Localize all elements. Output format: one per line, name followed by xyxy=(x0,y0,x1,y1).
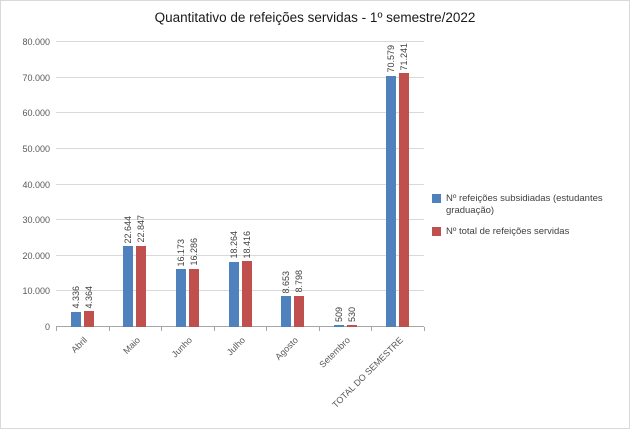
bar-value-label: 16.173 xyxy=(175,238,186,267)
y-axis-tick-label: 80.000 xyxy=(22,37,50,47)
y-axis-tick-label: 30.000 xyxy=(22,215,50,226)
x-axis-tick xyxy=(108,327,110,331)
bar-total xyxy=(399,73,410,327)
legend-label: Nº refeições subsidiadas (estudantes gra… xyxy=(446,193,603,216)
bar-value-label: 4.364 xyxy=(83,285,94,309)
x-axis-tick xyxy=(371,327,373,331)
bar-value-label: 8.798 xyxy=(294,270,305,293)
bar-subsidiadas xyxy=(228,261,239,327)
y-axis-tick-label: 40.000 xyxy=(22,179,50,190)
x-axis-line xyxy=(56,326,424,327)
bar-value-label: 70.579 xyxy=(386,45,397,73)
legend: Nº refeições subsidiadas (estudantes gra… xyxy=(432,193,624,247)
gridline xyxy=(56,147,424,149)
bar-subsidiadas xyxy=(333,325,344,327)
gridline xyxy=(56,290,424,292)
y-axis-tick-label: 10.000 xyxy=(22,286,50,297)
legend-swatch xyxy=(432,227,441,236)
bar-total xyxy=(294,295,305,327)
bar-total xyxy=(83,311,94,327)
bar-total xyxy=(136,245,147,327)
bar-value-label: 509 xyxy=(333,307,344,323)
x-axis-category-label: Agosto xyxy=(272,335,300,362)
y-axis-tick-label: 50.000 xyxy=(22,143,50,154)
bar-subsidiadas xyxy=(281,296,292,327)
y-axis-tick-label: 20.000 xyxy=(22,250,50,261)
x-axis-category-label: Junho xyxy=(170,335,195,360)
y-axis-tick-label: 0 xyxy=(44,322,50,332)
bar-value-label: 18.264 xyxy=(228,231,239,259)
gridline xyxy=(56,254,424,256)
legend-swatch xyxy=(432,194,441,203)
bar-value-label: 71.241 xyxy=(399,42,410,71)
x-axis-category-label: Maio xyxy=(121,335,142,356)
bar-total xyxy=(188,268,199,327)
bar-subsidiadas xyxy=(175,269,186,327)
gridline xyxy=(56,41,424,42)
bar-subsidiadas xyxy=(123,246,134,327)
legend-label: Nº total de refeições servidas xyxy=(446,226,570,237)
x-axis-category-label: Julho xyxy=(224,335,248,358)
bar-value-label: 22.847 xyxy=(136,215,147,243)
bar-subsidiadas xyxy=(70,311,81,327)
gridline xyxy=(56,219,424,221)
x-axis-tick xyxy=(266,327,268,331)
bar-value-label: 4.336 xyxy=(70,286,81,309)
legend-item: Nº refeições subsidiadas (estudantes gra… xyxy=(432,193,624,217)
gridline xyxy=(56,76,424,78)
x-axis-tick xyxy=(318,327,320,331)
x-axis-category-label: TOTAL DO SEMESTRE xyxy=(329,335,405,410)
plot-area: 0 10.000 20.000 30.000 40.000 50.000 60.000 70.… xyxy=(22,37,425,410)
x-axis-category-label: Setembro xyxy=(317,335,353,370)
bar-value-label: 16.286 xyxy=(188,238,199,266)
chart-title: Quantitativo de refeições servidas - 1º … xyxy=(154,10,476,25)
bar-total xyxy=(241,261,252,327)
x-axis-category-label: Abril xyxy=(69,335,90,355)
bar-value-label: 8.653 xyxy=(281,270,292,294)
bar-value-label: 22.644 xyxy=(123,215,134,244)
gridline xyxy=(56,183,424,185)
legend-item: Nº total de refeições servidas xyxy=(432,226,624,238)
bar-total xyxy=(346,325,357,327)
bar-value-label: 530 xyxy=(346,307,357,323)
x-axis-tick xyxy=(161,327,163,331)
x-axis-tick xyxy=(424,327,425,331)
y-axis-tick-label: 70.000 xyxy=(22,72,50,83)
x-axis-tick xyxy=(56,327,57,331)
gridline xyxy=(56,112,424,114)
bar-value-label: 18.416 xyxy=(241,230,252,259)
bar-subsidiadas xyxy=(386,75,397,327)
y-axis-tick-label: 60.000 xyxy=(22,108,50,119)
x-axis-tick xyxy=(213,327,215,331)
